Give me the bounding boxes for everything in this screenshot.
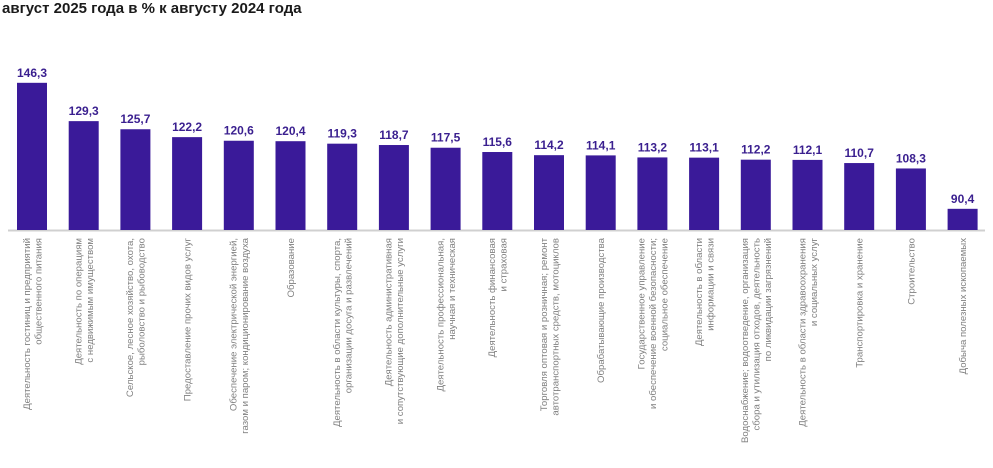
data-label: 114,1 [586,138,616,152]
category-tick-label: Образование [286,238,297,297]
bar [689,157,720,230]
bar [534,155,564,230]
bar [223,140,254,230]
category-tick-label: Деятельность в области здравоохраненияи … [797,238,820,427]
data-label: 120,6 [224,124,254,138]
data-label: 112,2 [741,143,771,157]
bar [792,159,823,230]
bar [895,168,926,230]
category-tick-label: Водоснабжение; водоотведение, организаци… [740,238,774,443]
data-label: 113,2 [638,140,668,154]
category-tick-label: Деятельность административнаяи сопутству… [384,238,407,424]
category-tick-label: Государственное управлениеи обеспечение … [636,238,670,409]
category-tick-label: Транспортировка и хранение [855,238,866,368]
bar [482,152,513,230]
data-label: 113,1 [689,141,719,155]
bar [68,121,99,230]
bar [585,155,616,230]
category-tick-label: Обеспечение электрической энергией,газом… [229,237,252,433]
category-tick-label: Деятельность финансоваяи страховая [487,238,510,357]
data-label: 129,3 [69,104,99,118]
bar [637,157,668,230]
category-tick-label: Сельское, лесное хозяйство, охота,рыболо… [125,238,148,397]
bar [327,143,358,230]
category-tick-label: Торговля оптовая и розничная; ремонтавто… [539,237,562,415]
data-label: 112,1 [793,143,823,157]
data-label: 118,7 [379,128,409,142]
bar [172,137,203,230]
category-tick-label: Обрабатывающие производства [596,237,607,383]
category-tick-label: Добыча полезных ископаемых [958,238,969,375]
bar [378,145,409,230]
category-tick-label: Деятельность в области культуры, спорта,… [332,238,355,427]
data-label: 115,6 [483,135,513,149]
data-label: 90,4 [951,192,975,206]
bar [430,147,461,230]
data-label: 125,7 [120,112,150,126]
data-label: 120,4 [275,124,305,138]
chart-title: август 2025 года в % к августу 2024 года [2,0,302,17]
data-label: 119,3 [328,127,358,141]
bar [275,141,306,230]
category-tick-label: Деятельность гостиниц и предприятийобщес… [22,238,45,410]
category-tick-label: Предоставление прочих видов услуг [183,238,194,402]
bar [947,208,978,230]
data-label: 114,2 [534,138,564,152]
data-label: 117,5 [431,131,461,145]
bar [844,163,875,230]
bar [17,82,47,230]
bar [740,159,771,230]
category-tick-label: Строительство [906,238,917,305]
data-label: 108,3 [896,151,926,165]
data-label: 122,2 [172,120,202,134]
bar [120,129,151,230]
category-tick-label: Деятельность профессиональная,научная и … [435,238,458,392]
data-label: 110,7 [845,146,875,160]
data-label: 146,3 [17,66,47,80]
category-tick-label: Деятельность в областиинформации и связи [694,238,717,346]
category-tick-label: Деятельность по операциямс недвижимым им… [73,238,96,365]
